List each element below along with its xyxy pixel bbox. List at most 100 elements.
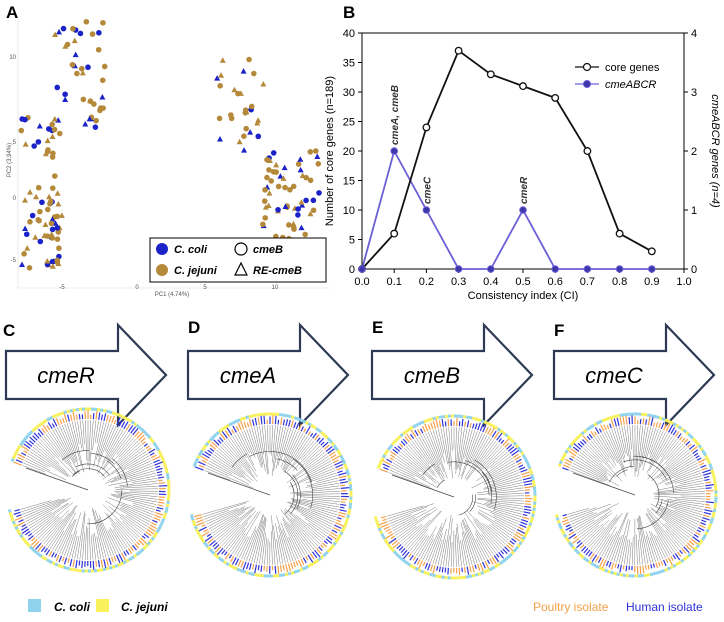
tree-ring-segment xyxy=(311,563,314,565)
tree-branch xyxy=(115,489,158,490)
tree-source-bar xyxy=(321,442,324,445)
tree-source-bar xyxy=(29,441,33,445)
tree-source-bar xyxy=(63,418,65,423)
tree-ring-segment xyxy=(701,540,703,543)
tree-ring-segment xyxy=(50,417,53,418)
tree-arc xyxy=(107,461,121,479)
tree-ring-segment xyxy=(343,526,344,529)
tree-ring-segment xyxy=(336,540,338,543)
tree-source-bar xyxy=(431,565,433,571)
tree-ring-segment xyxy=(294,571,297,572)
pca-point xyxy=(220,57,226,63)
tree-source-bar xyxy=(518,465,523,467)
pca-point xyxy=(55,257,61,263)
tree-ring-segment xyxy=(124,417,127,418)
tree-ring-segment xyxy=(577,552,579,554)
tree-ring-segment xyxy=(481,572,484,573)
tree-branch xyxy=(570,512,593,522)
tree-ring-segment xyxy=(285,415,288,416)
tree-source-bar xyxy=(702,518,709,520)
tree-branch xyxy=(97,537,101,559)
pca-point xyxy=(291,225,297,231)
tree-ring-segment xyxy=(670,566,673,567)
tree-branch xyxy=(414,439,443,481)
tree-ring-segment xyxy=(330,441,332,443)
tree-ring-segment xyxy=(167,507,168,510)
tree-source-bar xyxy=(566,525,571,527)
tree-branch xyxy=(667,499,704,504)
pca-point xyxy=(313,148,319,154)
ci-legend-cme-marker xyxy=(584,81,591,88)
tree-source-bar xyxy=(589,434,592,438)
pca-point xyxy=(54,214,60,220)
tree-source-bar xyxy=(574,536,577,538)
tree-source-bar xyxy=(220,437,224,441)
tree-ring-segment xyxy=(489,568,492,569)
pca-point xyxy=(282,165,288,171)
tree-source-bar xyxy=(437,566,438,571)
tree-branch xyxy=(75,421,79,444)
pca-point xyxy=(246,57,252,63)
tree-ring-segment xyxy=(382,457,383,460)
pca-point xyxy=(49,122,55,128)
tree-ring-segment xyxy=(398,556,400,558)
tree-ring-segment xyxy=(559,464,560,467)
pca-point xyxy=(298,167,304,173)
tree-source-bar xyxy=(114,420,116,424)
ci-cmeabcr-point xyxy=(552,266,559,273)
ci-core-point xyxy=(455,47,462,54)
tree-ring-segment xyxy=(502,560,504,562)
tree-ring-segment xyxy=(306,422,309,423)
tree-source-bar xyxy=(336,468,343,471)
tree-source-bar xyxy=(399,547,403,551)
tree-ring-segment xyxy=(617,415,620,416)
tree-ring-segment xyxy=(469,417,472,418)
tree-ring-segment xyxy=(605,419,608,420)
pca-point xyxy=(308,177,314,183)
tree-source-bar xyxy=(114,556,116,561)
tree-ring-segment xyxy=(714,478,715,481)
tree-ring-segment xyxy=(161,521,162,524)
tree-ring-segment xyxy=(132,422,135,424)
pca-point xyxy=(24,231,30,237)
tree-source-bar xyxy=(301,559,304,565)
tree-branch xyxy=(412,535,426,553)
tree-source-bar xyxy=(93,561,94,570)
tree-ring-segment xyxy=(300,420,303,421)
tree-source-bar xyxy=(705,482,711,483)
pca-point xyxy=(54,85,60,91)
tree-source-bar xyxy=(580,441,584,445)
tree-ring-segment xyxy=(707,529,708,532)
tree-branch xyxy=(646,531,655,561)
tree-ring-segment xyxy=(433,418,436,419)
tree-ring-segment xyxy=(193,520,194,523)
tree-source-bar xyxy=(313,433,317,438)
tree-branch xyxy=(89,420,93,470)
tree-ring-segment xyxy=(702,450,704,453)
tree-ring-segment xyxy=(688,434,690,436)
tree-ring-segment xyxy=(693,550,695,552)
tree-source-bar xyxy=(626,566,627,572)
ci-ytick-label: 35 xyxy=(343,58,355,70)
tree-ring-segment xyxy=(202,540,204,543)
tree-ring-segment xyxy=(129,420,132,422)
tree-branch xyxy=(77,511,84,559)
tree-source-bar xyxy=(24,451,28,453)
tree-source-bar xyxy=(694,453,698,456)
tree-ring-segment xyxy=(690,552,692,554)
tree-source-bar xyxy=(104,559,106,568)
tree-branch xyxy=(390,510,426,526)
tree-ring-segment xyxy=(577,436,579,438)
tree-source-bar xyxy=(417,559,420,564)
tree-source-bar xyxy=(147,448,151,451)
tree-source-bar xyxy=(255,565,257,573)
pca-point xyxy=(82,121,88,127)
tree-ring-segment xyxy=(679,427,682,429)
tree-ring-segment xyxy=(396,554,398,556)
tree-ring-segment xyxy=(14,524,15,527)
tree-source-bar xyxy=(410,434,413,438)
tree-ring-segment xyxy=(347,469,348,472)
bottom-legend-coli-swatch xyxy=(28,599,41,612)
tree-source-bar xyxy=(594,432,596,436)
tree-branch xyxy=(591,518,617,550)
